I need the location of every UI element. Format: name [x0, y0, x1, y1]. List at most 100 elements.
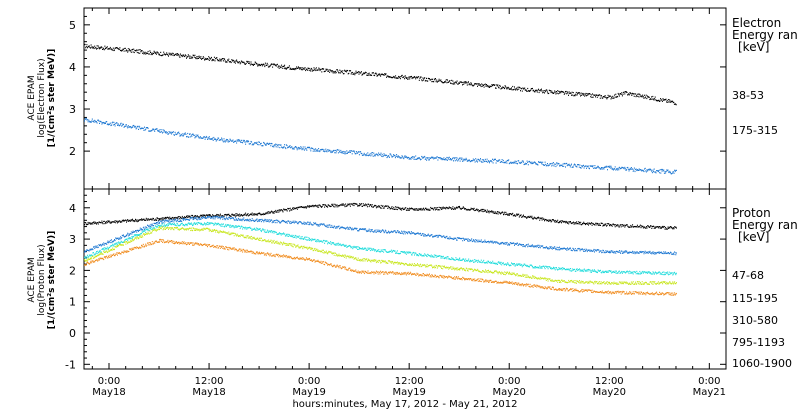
proton-point — [359, 228, 361, 230]
proton-point — [157, 225, 159, 227]
proton-point — [455, 257, 457, 259]
electron-point — [492, 84, 494, 86]
proton-point — [307, 221, 309, 223]
electron-point — [90, 121, 92, 123]
proton-point — [509, 243, 511, 245]
proton-point — [135, 230, 137, 232]
electron-point — [492, 85, 493, 87]
proton-point — [293, 222, 295, 224]
proton-point — [350, 228, 352, 230]
proton-point — [327, 226, 329, 228]
electron-point — [335, 70, 337, 72]
proton-point — [180, 223, 182, 225]
proton-point — [226, 217, 228, 219]
electron-point — [402, 76, 404, 79]
proton-point — [530, 264, 532, 266]
proton-point — [351, 229, 353, 231]
proton-point — [219, 224, 221, 226]
electron-point — [290, 146, 292, 148]
electron-point — [548, 164, 550, 166]
electron-point — [360, 152, 362, 155]
proton-point — [270, 219, 272, 221]
proton-point — [636, 251, 638, 253]
proton-point — [457, 206, 459, 208]
electron-point — [333, 71, 335, 73]
electron-point — [524, 89, 526, 91]
proton-point — [231, 217, 233, 219]
proton-point — [251, 218, 253, 220]
proton-point — [160, 220, 162, 222]
proton-point — [365, 247, 367, 249]
proton-point — [197, 217, 199, 219]
electron-point — [159, 131, 160, 133]
electron-point — [294, 146, 296, 149]
electron-point — [329, 69, 331, 71]
proton-point — [257, 219, 259, 221]
proton-point — [127, 220, 129, 222]
electron-point — [223, 138, 225, 140]
electron-point — [604, 95, 606, 97]
electron-point — [280, 144, 282, 146]
proton-point — [297, 223, 299, 225]
proton-point — [503, 243, 505, 245]
proton-point — [288, 220, 290, 222]
proton-point — [104, 247, 106, 249]
proton-point — [99, 244, 101, 246]
electron-point — [469, 160, 471, 162]
proton-point — [432, 255, 433, 257]
x-tick-day: May19 — [392, 387, 425, 398]
electron-point — [95, 121, 97, 123]
proton-point — [127, 235, 129, 237]
electron-point — [193, 134, 195, 136]
proton-point — [390, 207, 392, 209]
electron-point — [366, 74, 368, 76]
electron-point — [153, 52, 154, 55]
proton-point — [219, 218, 221, 220]
electron-point — [303, 148, 305, 150]
proton-point — [645, 251, 647, 253]
electron-point — [308, 147, 310, 149]
proton-point — [102, 223, 104, 225]
proton-point — [562, 248, 564, 250]
proton-point — [400, 251, 402, 253]
electron-point — [583, 164, 584, 166]
electron-point — [337, 70, 339, 72]
electron-point — [467, 160, 469, 162]
proton-point — [99, 250, 100, 252]
electron-point — [411, 156, 412, 158]
electron-point — [350, 70, 352, 72]
proton-point — [304, 222, 306, 224]
electron-point — [611, 168, 613, 170]
proton-point — [486, 209, 488, 211]
proton-point — [242, 214, 244, 216]
electron-point — [449, 159, 451, 161]
electron-point — [233, 141, 235, 143]
electron-point — [266, 143, 268, 145]
electron-point — [583, 167, 585, 169]
electron-point — [123, 123, 124, 126]
proton-point — [656, 251, 658, 254]
electron-point — [248, 61, 250, 63]
proton-point — [93, 252, 94, 254]
proton-point — [511, 242, 513, 245]
electron-point — [166, 53, 168, 55]
proton-point — [539, 219, 541, 221]
proton-point — [156, 223, 158, 225]
proton-point — [339, 228, 341, 230]
electron-point — [573, 95, 575, 97]
electron-point — [448, 156, 450, 158]
electron-point — [312, 69, 314, 72]
electron-point — [184, 133, 186, 135]
electron-point — [509, 88, 511, 90]
electron-point — [287, 66, 289, 68]
electron-point — [546, 89, 548, 91]
proton-point — [333, 225, 335, 227]
electron-point — [570, 92, 572, 94]
proton-point — [128, 233, 130, 235]
proton-point — [544, 219, 546, 221]
electron-point — [618, 94, 620, 96]
proton-point — [240, 218, 242, 220]
proton-point — [195, 216, 197, 218]
proton-point — [468, 239, 470, 241]
electron-point — [339, 72, 341, 74]
